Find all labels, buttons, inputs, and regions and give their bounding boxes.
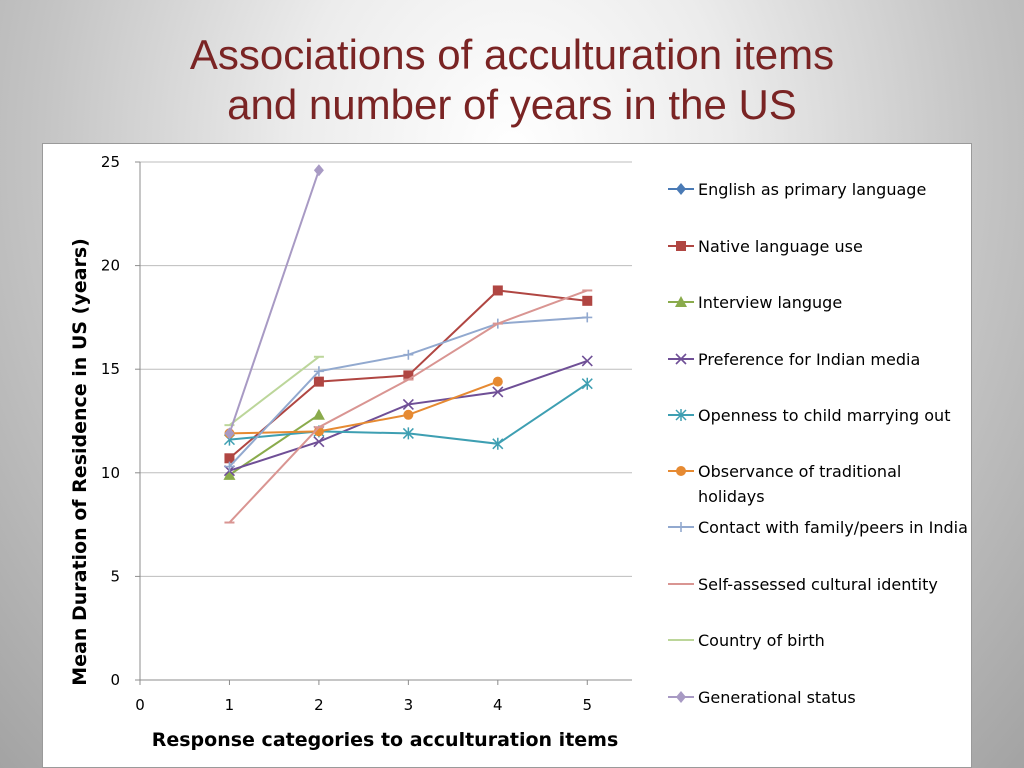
series-6-point-4 [582, 312, 593, 323]
x-tick-label-1: 1 [225, 696, 235, 714]
series-line-9 [228, 169, 320, 434]
series-3-point-3 [492, 386, 504, 398]
legend-label-3: Preference for Indian media [698, 350, 920, 369]
series-4-point-3 [492, 437, 504, 450]
series-2-point-0 [223, 468, 236, 480]
legend-label-0: English as primary language [698, 180, 926, 199]
chart-frame: 0 5 10 15 20 25 0 1 2 3 4 5 Mean Duration of Resid… [42, 143, 972, 768]
x-tick-labels: 0 1 2 3 4 5 [135, 696, 592, 714]
legend-item-3: Preference for Indian media [668, 350, 920, 369]
axes [135, 161, 632, 685]
series-6-point-0 [224, 461, 235, 472]
legend-marker-5 [676, 466, 686, 476]
x-axis-title: Response categories to acculturation ite… [152, 729, 619, 751]
legend-label-7: Self-assessed cultural identity [698, 575, 938, 594]
slide-title-line-2: and number of years in the US [227, 81, 797, 128]
series-line-6 [228, 316, 588, 468]
legend-label-5: Observance of traditional holidays [698, 462, 901, 506]
series-6-point-2 [403, 349, 414, 360]
series-9 [224, 164, 324, 440]
legend-item-6: Contact with family/peers in India [668, 518, 968, 537]
legend-item-7: Self-assessed cultural identity [668, 575, 938, 594]
series-3-point-4 [581, 355, 593, 367]
legend-marker-6 [676, 522, 686, 532]
series-9-point-1 [313, 164, 324, 177]
y-tick-label-25: 25 [101, 153, 120, 171]
series-3-point-1 [313, 436, 325, 448]
legend-item-4: Openness to child marrying out [668, 406, 950, 425]
series-1-point-4 [582, 295, 593, 306]
series-9-point-0 [224, 427, 235, 440]
series-5-point-3 [492, 376, 503, 387]
slide-title: Associations of acculturation items and … [0, 30, 1024, 130]
gridlines [140, 161, 632, 577]
legend-item-0: English as primary language [668, 180, 926, 199]
legend-label-1: Native language use [698, 237, 863, 256]
series-line-7 [228, 289, 588, 524]
legend-marker-4 [675, 409, 687, 421]
slide-title-line-1: Associations of acculturation items [189, 31, 835, 78]
x-tick-label-2: 2 [314, 696, 324, 714]
y-tick-label-20: 20 [101, 257, 120, 275]
legend-marker-1 [676, 241, 686, 251]
legend: English as primary language Native langua… [668, 180, 968, 707]
x-tick-label-0: 0 [135, 696, 145, 714]
y-tick-label-0: 0 [110, 671, 120, 689]
legend-label-6: Contact with family/peers in India [698, 518, 968, 537]
series-1 [224, 285, 593, 464]
legend-item-1: Native language use [668, 237, 863, 256]
line-chart: 0 5 10 15 20 25 0 1 2 3 4 5 Mean Duration of Resid… [69, 153, 968, 751]
series-7 [224, 289, 593, 524]
series-line-8 [228, 355, 320, 426]
series-1-point-0 [224, 453, 235, 464]
series-5 [224, 376, 503, 439]
legend-marker-9 [676, 691, 686, 703]
y-tick-label-5: 5 [110, 567, 120, 585]
series-1-point-3 [492, 285, 503, 296]
plot-area [223, 164, 593, 524]
series-6-point-1 [313, 366, 324, 377]
y-tick-label-10: 10 [101, 464, 120, 482]
y-tick-label-15: 15 [101, 360, 120, 378]
y-tick-labels: 0 5 10 15 20 25 [101, 153, 120, 689]
series-1-point-1 [313, 376, 324, 387]
legend-marker-3 [675, 353, 687, 365]
x-tick-label-5: 5 [582, 696, 592, 714]
series-5-point-2 [403, 409, 414, 420]
legend-item-9: Generational status [668, 688, 856, 707]
y-axis-title: Mean Duration of Residence in US (years) [69, 238, 91, 686]
legend-item-8: Country of birth [668, 631, 825, 650]
legend-label-4: Openness to child marrying out [698, 406, 950, 425]
legend-label-2: Interview languge [698, 293, 842, 312]
legend-label-9: Generational status [698, 688, 856, 707]
series-4-point-2 [402, 427, 414, 440]
series-4-point-4 [581, 377, 593, 390]
series-6 [224, 312, 593, 472]
legend-item-5: Observance of traditional holidays [668, 462, 901, 506]
series-line-5 [229, 380, 499, 435]
series-3-point-2 [402, 398, 414, 410]
x-tick-label-3: 3 [404, 696, 414, 714]
series-2-point-1 [312, 408, 325, 420]
x-tick-label-4: 4 [493, 696, 503, 714]
legend-item-2: Interview languge [668, 293, 842, 312]
legend-marker-0 [676, 183, 686, 195]
series-1-point-2 [403, 370, 414, 381]
legend-label-8: Country of birth [698, 631, 825, 650]
legend-marker-2 [675, 296, 687, 307]
